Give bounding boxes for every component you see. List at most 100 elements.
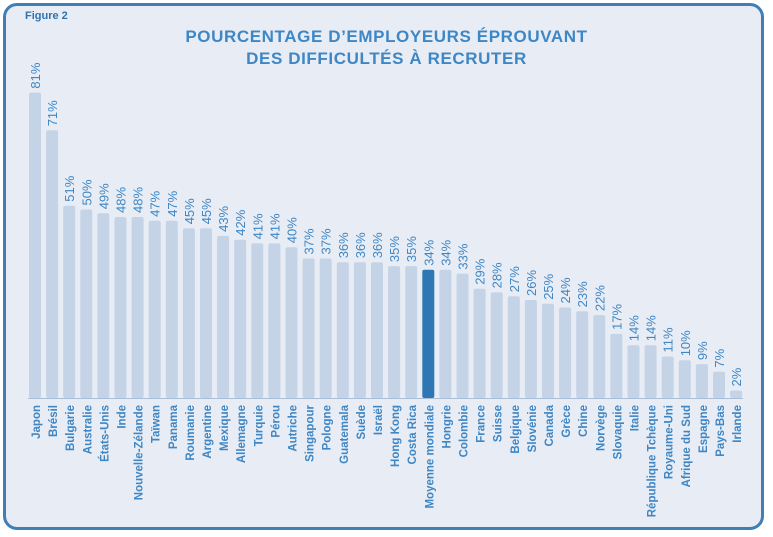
value-label-24: 34% [438, 239, 453, 265]
bar-20 [371, 262, 383, 398]
bar-4 [97, 213, 110, 398]
value-label-28: 27% [507, 266, 522, 292]
bar-32 [576, 311, 589, 398]
category-label-25: Colombie [459, 405, 471, 457]
bar-29 [524, 300, 537, 398]
category-label-3: Australie [82, 405, 94, 454]
category-labels-group: Japon Brésil Bulgarie Australie États-Unis In… [31, 404, 744, 517]
value-label-19: 36% [353, 232, 368, 258]
value-label-38: 10% [678, 330, 693, 356]
value-label-14: 41% [267, 213, 282, 239]
figure-frame [3, 3, 764, 530]
category-label-7: Taïwan [151, 405, 163, 443]
value-label-11: 43% [216, 205, 231, 231]
category-label-28: Belgique [510, 405, 522, 454]
value-label-7: 47% [148, 190, 163, 216]
bar-15 [285, 247, 298, 398]
bar-10 [200, 228, 212, 398]
bar-3 [80, 209, 93, 398]
category-label-4: États-Unis [98, 405, 111, 462]
bar-12 [234, 239, 247, 398]
category-label-32: Chine [578, 405, 590, 437]
value-label-34: 17% [609, 303, 624, 329]
bar-24 [439, 269, 452, 398]
category-label-22: Costa Rica [407, 404, 419, 464]
category-label-8: Panama [168, 404, 180, 449]
category-label-41: Irlande [732, 405, 744, 443]
value-label-32: 23% [575, 281, 590, 307]
bar-21 [388, 266, 401, 398]
category-label-36: République Tchèque [647, 405, 659, 517]
bar-31 [559, 307, 572, 398]
bar-38 [678, 360, 691, 398]
bar-5 [114, 217, 127, 398]
bar-35 [627, 345, 640, 398]
category-label-14: Pérou [270, 405, 282, 438]
bar-28 [507, 296, 520, 398]
bar-36 [644, 345, 657, 398]
value-label-16: 37% [302, 228, 317, 254]
category-label-18: Guatemala [339, 404, 351, 463]
bar-6 [131, 217, 144, 398]
value-label-31: 24% [558, 277, 573, 303]
category-label-30: Canada [544, 404, 556, 446]
value-labels-group: 81%71%51% 50% 49% 48% 48% 47% 47% 45% 45% 43% 42% 4… [28, 62, 744, 386]
value-label-8: 47% [165, 190, 180, 216]
category-label-13: Turquie [253, 405, 265, 446]
bar-26 [473, 288, 486, 398]
value-label-21: 35% [387, 236, 402, 262]
category-label-6: Nouvelle-Zélande [134, 405, 146, 500]
bar-8 [165, 220, 178, 398]
category-label-9: Roumanie [185, 405, 197, 461]
category-label-40: Pays-Bas [715, 405, 727, 457]
bar-33 [593, 315, 606, 398]
category-label-24: Hongrie [441, 405, 453, 448]
value-label-36: 14% [644, 315, 659, 341]
value-label-30: 25% [541, 273, 556, 299]
category-label-10: Argentine [202, 405, 214, 459]
chart-title: POURCENTAGE D’EMPLOYEURS ÉPROUVANT DES D… [0, 26, 773, 70]
bar-11 [217, 235, 230, 398]
bar-34 [610, 333, 623, 398]
category-label-29: Slovénie [527, 405, 539, 452]
category-label-23: Moyenne mondiale [424, 405, 436, 509]
value-label-10: 45% [199, 198, 214, 224]
value-label-5: 48% [114, 187, 129, 213]
value-label-15: 40% [285, 217, 300, 243]
value-label-35: 14% [627, 315, 642, 341]
bars-group [29, 92, 743, 399]
bar-23 [422, 269, 435, 398]
value-label-41: 2% [729, 367, 744, 386]
category-label-17: Pologne [322, 405, 334, 450]
bar-25 [456, 273, 469, 398]
value-label-40: 7% [712, 348, 727, 367]
category-label-2: Bulgarie [65, 405, 77, 451]
value-label-2: 51% [62, 175, 77, 201]
value-label-20: 36% [370, 232, 385, 258]
value-label-9: 45% [182, 198, 197, 224]
category-label-20: Israël [373, 405, 385, 435]
value-label-39: 9% [695, 341, 710, 360]
bar-1 [46, 130, 59, 399]
category-label-5: Inde [117, 405, 129, 429]
bar-27 [490, 292, 503, 398]
chart-title-line-2: DES DIFFICULTÉS À RECRUTER [246, 49, 527, 68]
category-label-31: Grèce [561, 405, 573, 438]
bar-7 [148, 220, 161, 398]
category-label-39: Espagne [698, 405, 710, 453]
category-label-12: Allemagne [236, 405, 248, 463]
category-label-33: Norvège [595, 405, 607, 451]
value-label-13: 41% [250, 213, 265, 239]
value-label-23: 34% [421, 239, 436, 265]
category-label-38: Afrique du Sud [681, 405, 693, 487]
category-label-27: Suisse [493, 405, 505, 442]
bar-0 [29, 92, 41, 398]
bar-37 [661, 356, 674, 398]
category-label-16: Singapour [305, 404, 317, 461]
bar-14 [268, 243, 281, 398]
category-label-26: France [476, 405, 488, 443]
bar-22 [405, 266, 418, 398]
category-label-35: Italie [630, 405, 642, 431]
chart-title-line-1: POURCENTAGE D’EMPLOYEURS ÉPROUVANT [185, 27, 588, 46]
